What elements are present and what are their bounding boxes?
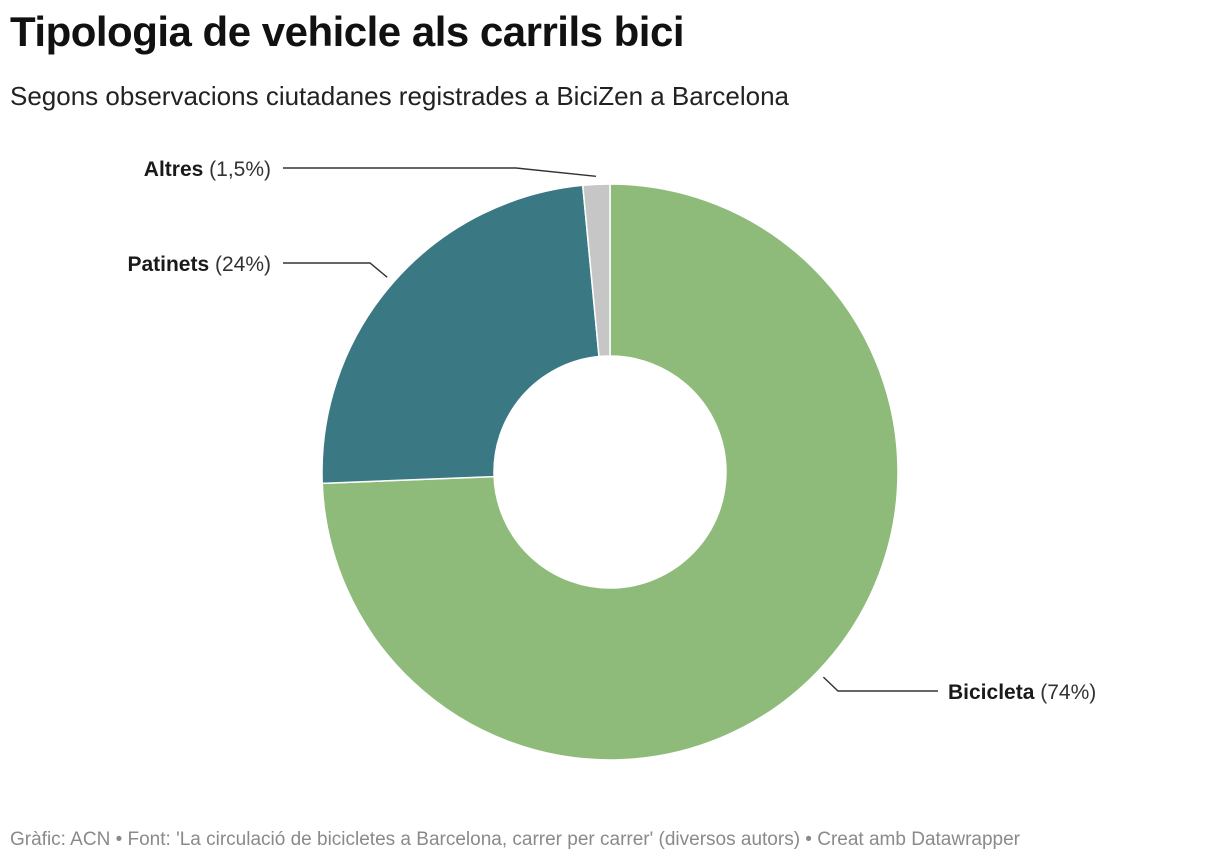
slice-label-patinets: Patinets (24%) [127, 253, 271, 276]
donut-slices [321, 183, 899, 761]
slice-label-altres: Altres (1,5%) [144, 158, 271, 181]
chart-subtitle: Segons observacions ciutadanes registrad… [10, 81, 790, 111]
slice-labels: Bicicleta (74%) Patinets (24%) Altres (1,5… [127, 158, 1096, 704]
slice-label-bicicleta: Bicicleta (74%) [948, 681, 1096, 704]
slice-patinets [321, 184, 600, 485]
slice-bicicleta [321, 183, 899, 761]
slice-altres [581, 183, 611, 358]
leader-line-altres [283, 167, 597, 178]
leader-line-bicicleta [822, 676, 938, 692]
leader-line-patinets [283, 262, 388, 278]
chart-footer: Gràfic: ACN • Font: 'La circulació de bi… [10, 829, 1020, 850]
leader-lines [283, 167, 938, 692]
chart-title: Tipologia de vehicle als carrils bici [10, 8, 685, 55]
